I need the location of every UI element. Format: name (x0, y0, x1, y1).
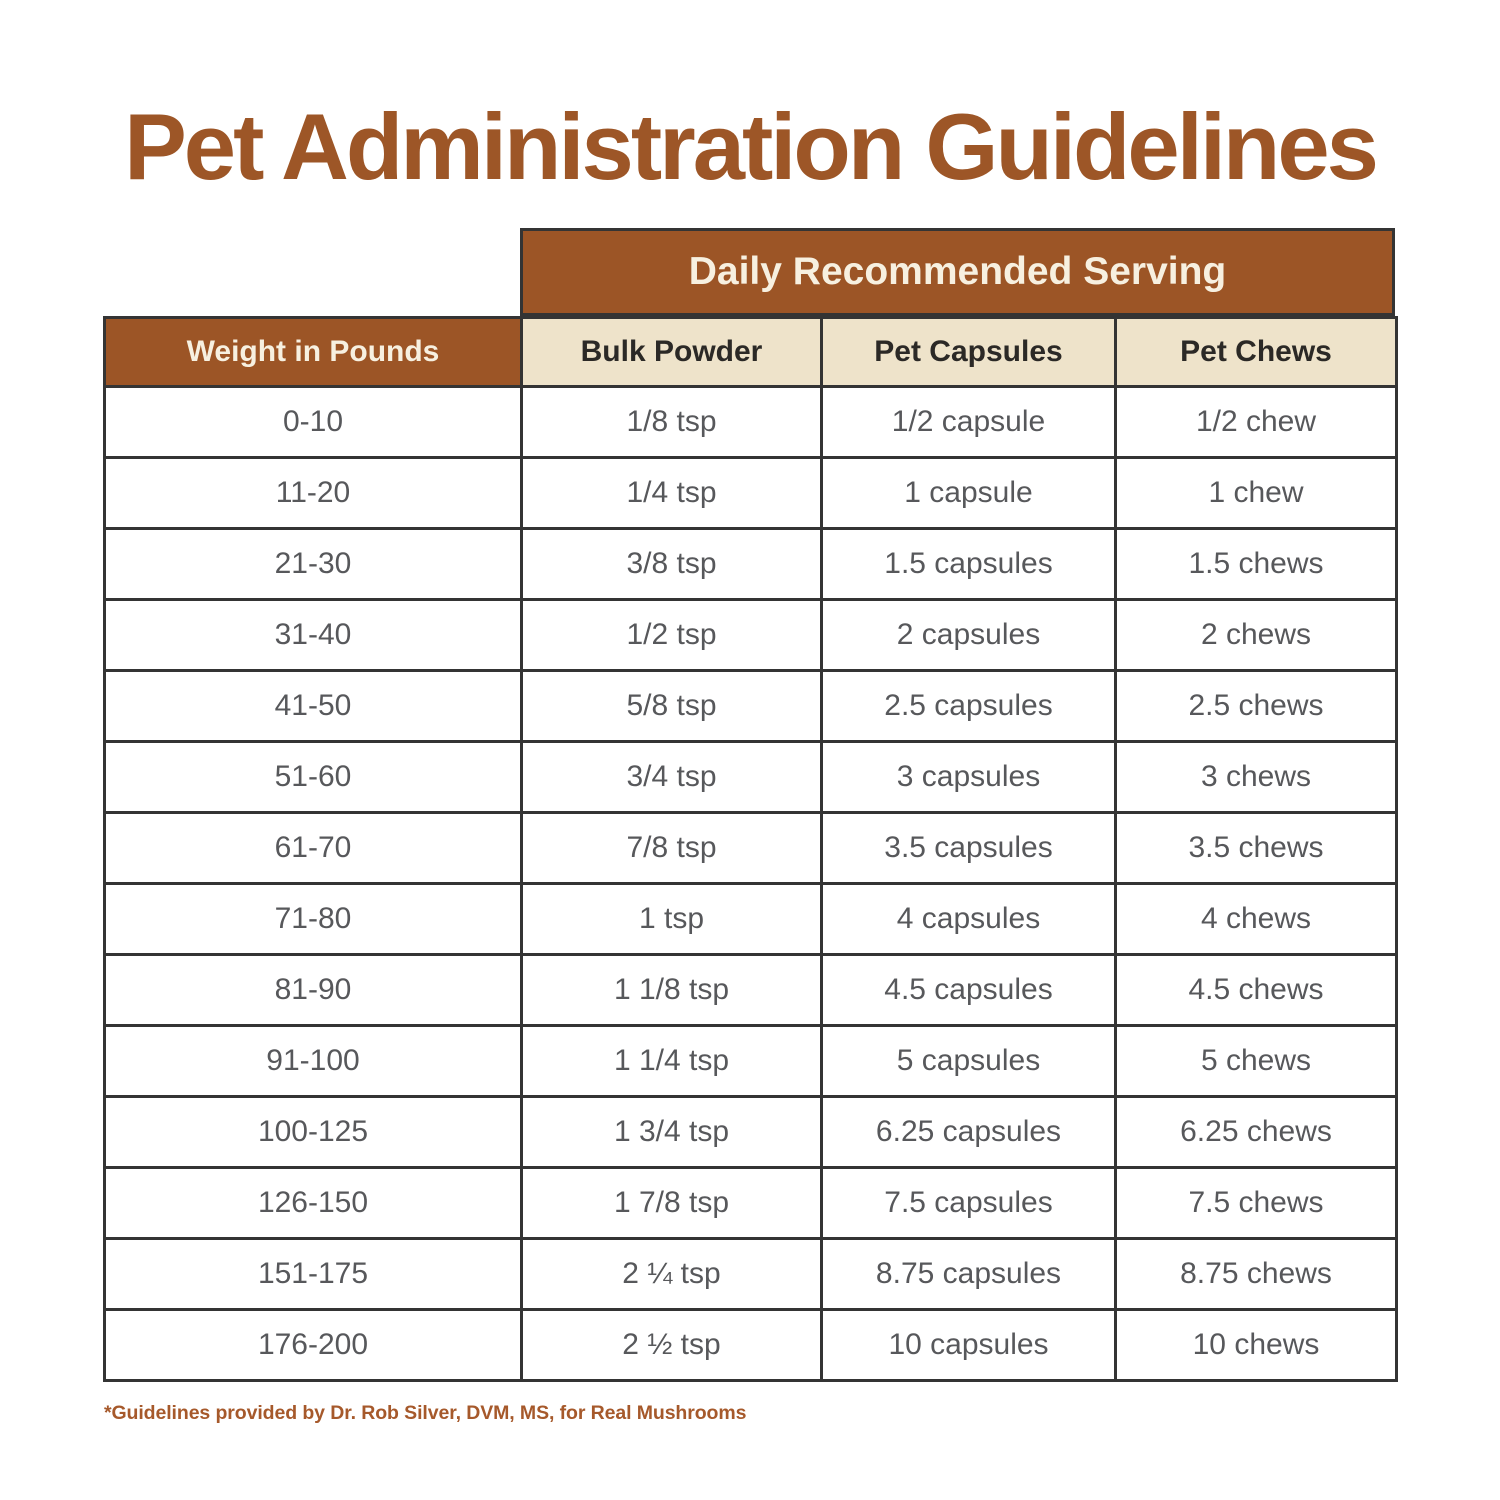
pet-capsules-cell: 1 capsule (820, 456, 1117, 530)
pet-chews-cell: 1/2 chew (1114, 385, 1398, 459)
table-row: 41-50 5/8 tsp 2.5 capsules 2.5 chews (103, 669, 1398, 743)
table-row: 71-80 1 tsp 4 capsules 4 chews (103, 882, 1398, 956)
table-row: 91-100 1 1/4 tsp 5 capsules 5 chews (103, 1024, 1398, 1098)
weight-cell: 71-80 (103, 882, 523, 956)
pet-capsules-cell: 3.5 capsules (820, 811, 1117, 885)
column-header-pet-chews: Pet Chews (1114, 316, 1398, 388)
table-row: 11-20 1/4 tsp 1 capsule 1 chew (103, 456, 1398, 530)
pet-capsules-cell: 10 capsules (820, 1308, 1117, 1382)
pet-chews-cell: 2 chews (1114, 598, 1398, 672)
pet-chews-cell: 3 chews (1114, 740, 1398, 814)
pet-chews-cell: 1 chew (1114, 456, 1398, 530)
bulk-powder-cell: 3/4 tsp (520, 740, 823, 814)
bulk-powder-cell: 2 ¼ tsp (520, 1237, 823, 1311)
table-row: 51-60 3/4 tsp 3 capsules 3 chews (103, 740, 1398, 814)
weight-cell: 81-90 (103, 953, 523, 1027)
group-header-label: Daily Recommended Serving (688, 250, 1227, 293)
pet-capsules-cell: 7.5 capsules (820, 1166, 1117, 1240)
table-row: 176-200 2 ½ tsp 10 capsules 10 chews (103, 1308, 1398, 1382)
table-row: 100-125 1 3/4 tsp 6.25 capsules 6.25 chews (103, 1095, 1398, 1169)
bulk-powder-cell: 7/8 tsp (520, 811, 823, 885)
page-title: Pet Administration Guidelines (124, 94, 1379, 199)
pet-capsules-cell: 4.5 capsules (820, 953, 1117, 1027)
pet-chews-cell: 1.5 chews (1114, 527, 1398, 601)
bulk-powder-cell: 2 ½ tsp (520, 1308, 823, 1382)
weight-cell: 31-40 (103, 598, 523, 672)
group-header-daily-recommended-serving: Daily Recommended Serving (520, 228, 1395, 316)
table-row: 31-40 1/2 tsp 2 capsules 2 chews (103, 598, 1398, 672)
pet-capsules-cell: 6.25 capsules (820, 1095, 1117, 1169)
weight-cell: 41-50 (103, 669, 523, 743)
bulk-powder-cell: 1/8 tsp (520, 385, 823, 459)
table-row: 21-30 3/8 tsp 1.5 capsules 1.5 chews (103, 527, 1398, 601)
weight-cell: 51-60 (103, 740, 523, 814)
pet-capsules-cell: 3 capsules (820, 740, 1117, 814)
pet-chews-cell: 3.5 chews (1114, 811, 1398, 885)
table-row: 81-90 1 1/8 tsp 4.5 capsules 4.5 chews (103, 953, 1398, 1027)
dosing-table: Weight in Pounds Bulk Powder Pet Capsule… (103, 316, 1398, 1382)
table-row: 126-150 1 7/8 tsp 7.5 capsules 7.5 chews (103, 1166, 1398, 1240)
bulk-powder-cell: 1 1/4 tsp (520, 1024, 823, 1098)
header-row: Weight in Pounds Bulk Powder Pet Capsule… (103, 316, 1398, 388)
pet-capsules-cell: 2.5 capsules (820, 669, 1117, 743)
bulk-powder-cell: 1/2 tsp (520, 598, 823, 672)
pet-chews-cell: 4.5 chews (1114, 953, 1398, 1027)
pet-capsules-cell: 1.5 capsules (820, 527, 1117, 601)
pet-chews-cell: 10 chews (1114, 1308, 1398, 1382)
weight-cell: 11-20 (103, 456, 523, 530)
pet-chews-cell: 7.5 chews (1114, 1166, 1398, 1240)
column-header-weight-in-pounds: Weight in Pounds (103, 316, 523, 388)
table-header: Weight in Pounds Bulk Powder Pet Capsule… (103, 316, 1398, 388)
table-row: 0-10 1/8 tsp 1/2 capsule 1/2 chew (103, 385, 1398, 459)
bulk-powder-cell: 1 1/8 tsp (520, 953, 823, 1027)
pet-chews-cell: 5 chews (1114, 1024, 1398, 1098)
weight-cell: 176-200 (103, 1308, 523, 1382)
column-header-bulk-powder: Bulk Powder (520, 316, 823, 388)
pet-capsules-cell: 8.75 capsules (820, 1237, 1117, 1311)
bulk-powder-cell: 5/8 tsp (520, 669, 823, 743)
pet-capsules-cell: 1/2 capsule (820, 385, 1117, 459)
table-body: 0-10 1/8 tsp 1/2 capsule 1/2 chew 11-20 1/4 t… (103, 385, 1398, 1382)
table-row: 151-175 2 ¼ tsp 8.75 capsules 8.75 chews (103, 1237, 1398, 1311)
weight-cell: 100-125 (103, 1095, 523, 1169)
footnote: *Guidelines provided by Dr. Rob Silver, … (104, 1402, 747, 1424)
weight-cell: 91-100 (103, 1024, 523, 1098)
pet-chews-cell: 2.5 chews (1114, 669, 1398, 743)
weight-cell: 61-70 (103, 811, 523, 885)
weight-cell: 0-10 (103, 385, 523, 459)
pet-chews-cell: 8.75 chews (1114, 1237, 1398, 1311)
pet-capsules-cell: 5 capsules (820, 1024, 1117, 1098)
pet-chews-cell: 6.25 chews (1114, 1095, 1398, 1169)
bulk-powder-cell: 1 7/8 tsp (520, 1166, 823, 1240)
bulk-powder-cell: 1 3/4 tsp (520, 1095, 823, 1169)
column-header-pet-capsules: Pet Capsules (820, 316, 1117, 388)
bulk-powder-cell: 1 tsp (520, 882, 823, 956)
weight-cell: 151-175 (103, 1237, 523, 1311)
weight-cell: 21-30 (103, 527, 523, 601)
bulk-powder-cell: 3/8 tsp (520, 527, 823, 601)
pet-chews-cell: 4 chews (1114, 882, 1398, 956)
bulk-powder-cell: 1/4 tsp (520, 456, 823, 530)
weight-cell: 126-150 (103, 1166, 523, 1240)
pet-capsules-cell: 4 capsules (820, 882, 1117, 956)
pet-capsules-cell: 2 capsules (820, 598, 1117, 672)
table-row: 61-70 7/8 tsp 3.5 capsules 3.5 chews (103, 811, 1398, 885)
